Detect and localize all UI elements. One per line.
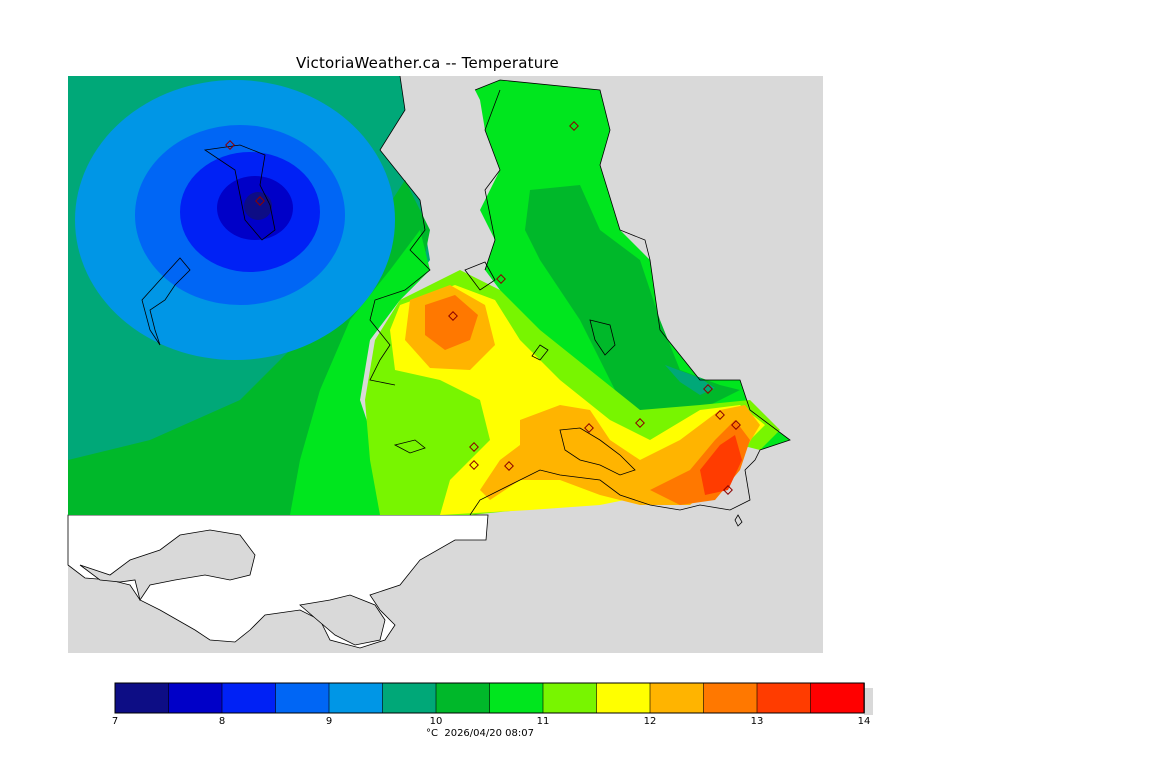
legend-shadow — [864, 688, 873, 715]
coastline — [589, 319, 616, 356]
legend-caption: °C 2026/04/20 08:07 — [426, 728, 534, 739]
legend-swatch — [596, 682, 651, 714]
coastline — [464, 261, 496, 291]
timestamp: 2026/04/20 08:07 — [444, 728, 534, 739]
coastline — [559, 427, 636, 476]
legend-swatch — [810, 682, 865, 714]
legend-swatch — [489, 682, 544, 714]
band-13-13_5 — [700, 435, 742, 495]
coastline — [484, 89, 501, 271]
station-marker — [723, 485, 733, 495]
band-10_5-11 — [290, 230, 430, 515]
station-marker — [448, 311, 458, 321]
legend-swatch — [275, 682, 330, 714]
station-marker — [584, 423, 594, 433]
temperature-field — [68, 76, 790, 515]
coastline — [531, 344, 549, 361]
legend-swatches — [114, 682, 865, 714]
station-marker — [569, 121, 579, 131]
legend-border — [114, 682, 865, 714]
legend-tick-label: 7 — [112, 716, 118, 727]
legend-swatch — [649, 682, 705, 714]
legend-tick-label: 13 — [751, 716, 764, 727]
coastlines — [141, 75, 791, 527]
legend-tick-label: 8 — [219, 716, 225, 727]
station-marker — [703, 384, 713, 394]
legend-swatch — [328, 682, 384, 714]
coastline — [369, 75, 431, 386]
coastline — [469, 79, 791, 516]
legend-tick-label: 11 — [537, 716, 550, 727]
station-marker — [635, 418, 645, 428]
legend-swatch — [168, 682, 223, 714]
band-7-7_5 — [244, 192, 272, 220]
legend-ticks: 7 8 9 10 11 12 13 14 — [112, 716, 871, 727]
coastline — [141, 257, 191, 346]
station-marker — [715, 410, 725, 420]
weather-stations — [225, 121, 741, 495]
legend-swatch — [703, 682, 758, 714]
legend-swatch — [221, 682, 277, 714]
band-east-darkgreen — [525, 185, 740, 420]
coastline — [734, 514, 743, 527]
legend-tick-label: 9 — [326, 716, 332, 727]
coastline — [393, 439, 426, 454]
island-shape — [79, 529, 256, 601]
legend-swatch — [114, 682, 170, 714]
legend-swatch — [756, 682, 812, 714]
station-marker — [731, 420, 741, 430]
legend-swatch — [435, 682, 491, 714]
station-marker — [255, 196, 265, 206]
legend-tick-label: 14 — [858, 716, 871, 727]
chart-title: VictoriaWeather.ca -- Temperature — [296, 54, 559, 72]
island-shape — [299, 594, 386, 646]
legend-tick-label: 10 — [430, 716, 443, 727]
station-marker — [469, 442, 479, 452]
unit-label: °C — [426, 728, 438, 739]
station-marker — [496, 274, 506, 284]
band-12_5-13 — [425, 295, 478, 350]
station-marker — [504, 461, 514, 471]
legend-swatch — [542, 682, 598, 714]
coastline — [203, 144, 276, 241]
band-east-teal — [665, 365, 715, 395]
station-marker — [469, 460, 479, 470]
legend-swatch — [382, 682, 437, 714]
legend-tick-label: 12 — [644, 716, 657, 727]
station-marker — [225, 140, 235, 150]
